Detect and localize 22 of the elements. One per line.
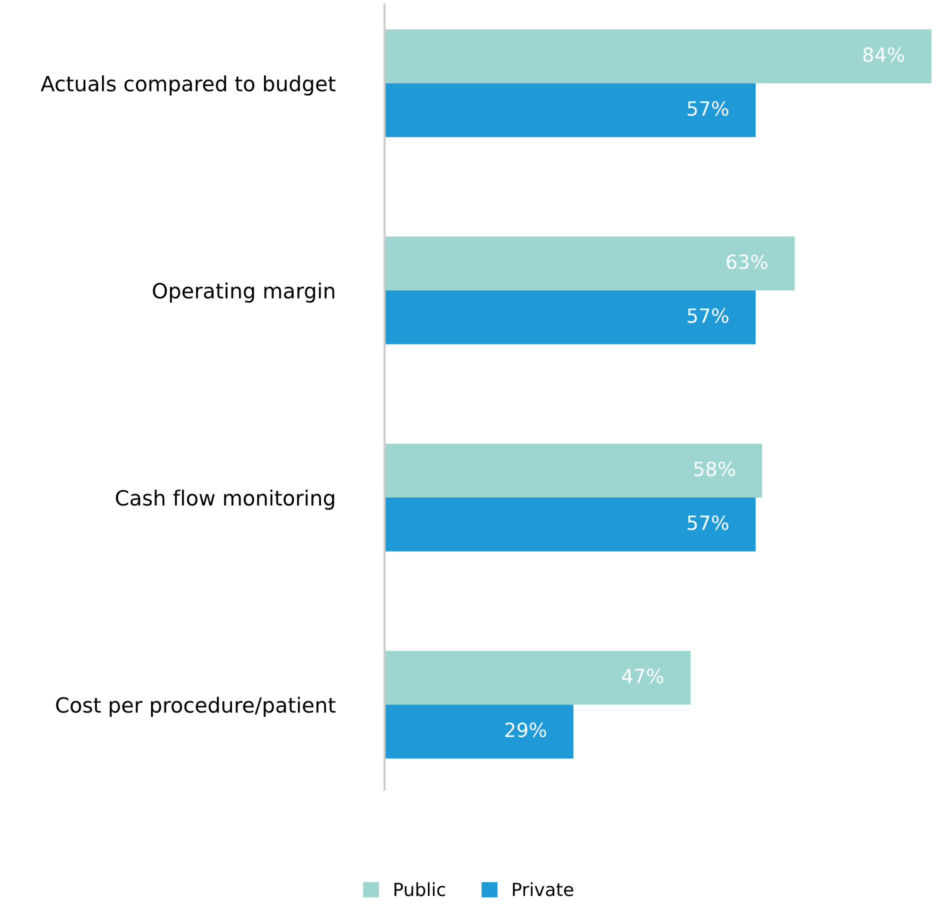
bar	[384, 650, 691, 705]
legend-label: Public	[394, 882, 446, 896]
bar	[384, 704, 574, 759]
y-tick-label: Cash flow monitoring	[116, 490, 334, 510]
data-label: 57%	[688, 515, 728, 530]
bar	[384, 83, 756, 138]
y-tick-label: Cost per procedure/patient	[56, 696, 336, 717]
bar	[384, 498, 756, 552]
bar	[384, 290, 756, 344]
y-tick-label: Actuals compared to budget	[40, 75, 336, 96]
bar	[384, 29, 932, 84]
bar	[384, 444, 762, 498]
data-label: 57%	[688, 101, 728, 116]
data-label: 84%	[863, 47, 904, 62]
data-label: 47%	[622, 668, 664, 684]
data-label: 58%	[694, 462, 735, 476]
y-tick-label: Operating margin	[152, 282, 334, 303]
legend-label: Private	[512, 882, 574, 896]
data-label: 63%	[726, 254, 768, 270]
data-label: 29%	[505, 722, 546, 738]
data-label: 57%	[688, 308, 728, 323]
bar	[384, 236, 795, 290]
